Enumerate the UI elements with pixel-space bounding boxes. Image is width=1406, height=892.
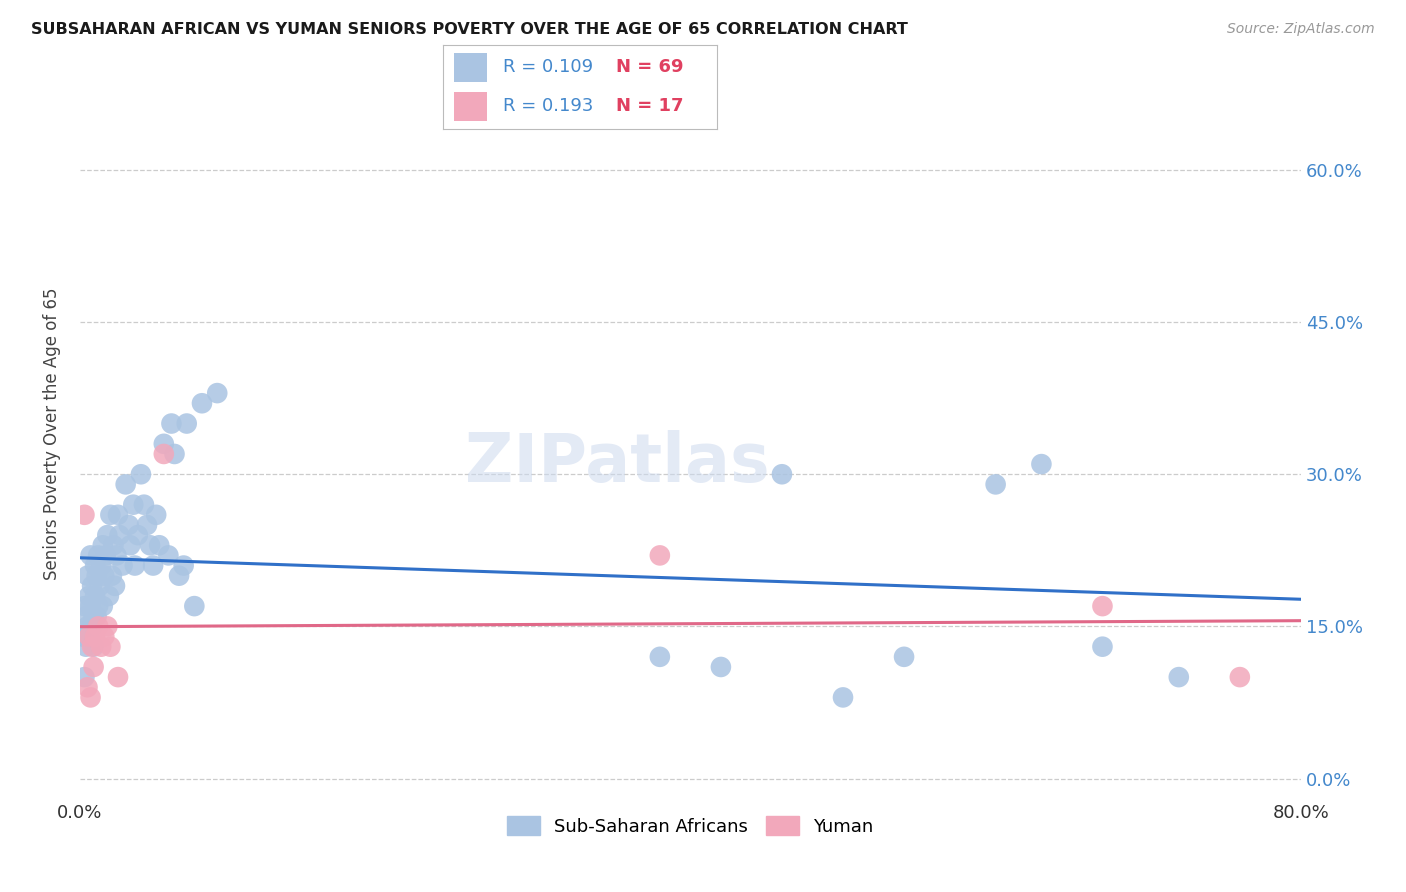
- Point: [77, 589, 100, 603]
- FancyBboxPatch shape: [454, 54, 486, 82]
- Point: [76, 619, 98, 633]
- Point: [153, 447, 176, 461]
- Text: R = 0.193: R = 0.193: [503, 97, 593, 115]
- Y-axis label: Seniors Poverty Over the Age of 65: Seniors Poverty Over the Age of 65: [44, 287, 60, 580]
- Point: [80, 619, 103, 633]
- Point: [105, 549, 128, 563]
- Point: [87, 549, 110, 563]
- Point: [176, 417, 198, 431]
- Point: [129, 467, 152, 482]
- Point: [167, 568, 190, 582]
- Point: [101, 568, 124, 582]
- Point: [80, 579, 103, 593]
- Point: [86, 568, 108, 582]
- Point: [84, 589, 107, 603]
- Point: [104, 579, 127, 593]
- Point: [153, 437, 176, 451]
- Point: [100, 508, 122, 522]
- Point: [89, 579, 111, 593]
- Point: [710, 660, 733, 674]
- Point: [139, 538, 162, 552]
- Point: [108, 528, 131, 542]
- Point: [79, 599, 101, 613]
- Point: [91, 599, 114, 613]
- Point: [79, 549, 101, 563]
- Point: [76, 680, 98, 694]
- Point: [1091, 640, 1114, 654]
- Point: [75, 609, 97, 624]
- Point: [107, 670, 129, 684]
- Legend: Sub-Saharan Africans, Yuman: Sub-Saharan Africans, Yuman: [498, 807, 883, 845]
- Point: [832, 690, 855, 705]
- Point: [136, 518, 159, 533]
- Point: [124, 558, 146, 573]
- Point: [145, 508, 167, 522]
- Point: [770, 467, 793, 482]
- Point: [103, 538, 125, 552]
- Point: [114, 477, 136, 491]
- Point: [157, 549, 180, 563]
- Point: [111, 558, 134, 573]
- Point: [648, 649, 671, 664]
- Point: [83, 660, 105, 674]
- Point: [1229, 670, 1251, 684]
- Point: [96, 528, 118, 542]
- Text: N = 69: N = 69: [616, 59, 683, 77]
- Point: [118, 518, 141, 533]
- Point: [207, 386, 229, 401]
- Point: [93, 630, 115, 644]
- Point: [1167, 670, 1189, 684]
- Point: [73, 670, 96, 684]
- Text: SUBSAHARAN AFRICAN VS YUMAN SENIORS POVERTY OVER THE AGE OF 65 CORRELATION CHART: SUBSAHARAN AFRICAN VS YUMAN SENIORS POVE…: [31, 22, 908, 37]
- Point: [893, 649, 915, 664]
- Point: [84, 630, 107, 644]
- Point: [1031, 457, 1053, 471]
- Point: [87, 619, 110, 633]
- Point: [122, 498, 145, 512]
- Point: [142, 558, 165, 573]
- Point: [73, 599, 96, 613]
- Point: [1091, 599, 1114, 613]
- Point: [91, 538, 114, 552]
- FancyBboxPatch shape: [454, 92, 486, 120]
- Point: [75, 640, 97, 654]
- Text: Source: ZipAtlas.com: Source: ZipAtlas.com: [1227, 22, 1375, 37]
- Point: [96, 619, 118, 633]
- Point: [86, 609, 108, 624]
- Point: [73, 508, 96, 522]
- Point: [77, 630, 100, 644]
- Point: [90, 558, 112, 573]
- Point: [132, 498, 155, 512]
- Point: [120, 538, 142, 552]
- Point: [90, 640, 112, 654]
- Point: [127, 528, 149, 542]
- Text: ZIPatlas: ZIPatlas: [465, 430, 769, 496]
- Point: [984, 477, 1007, 491]
- Text: N = 17: N = 17: [616, 97, 683, 115]
- Point: [83, 609, 105, 624]
- Point: [77, 630, 100, 644]
- Point: [148, 538, 170, 552]
- Point: [87, 599, 110, 613]
- Point: [79, 690, 101, 705]
- Point: [107, 508, 129, 522]
- Point: [97, 589, 120, 603]
- Point: [163, 447, 186, 461]
- Point: [94, 549, 117, 563]
- Point: [191, 396, 214, 410]
- Point: [83, 640, 105, 654]
- Point: [72, 630, 94, 644]
- Point: [76, 568, 98, 582]
- Point: [80, 640, 103, 654]
- Point: [173, 558, 195, 573]
- Point: [183, 599, 205, 613]
- Text: R = 0.109: R = 0.109: [503, 59, 593, 77]
- Point: [160, 417, 183, 431]
- Point: [648, 549, 671, 563]
- Point: [100, 640, 122, 654]
- Point: [93, 568, 115, 582]
- Point: [84, 558, 107, 573]
